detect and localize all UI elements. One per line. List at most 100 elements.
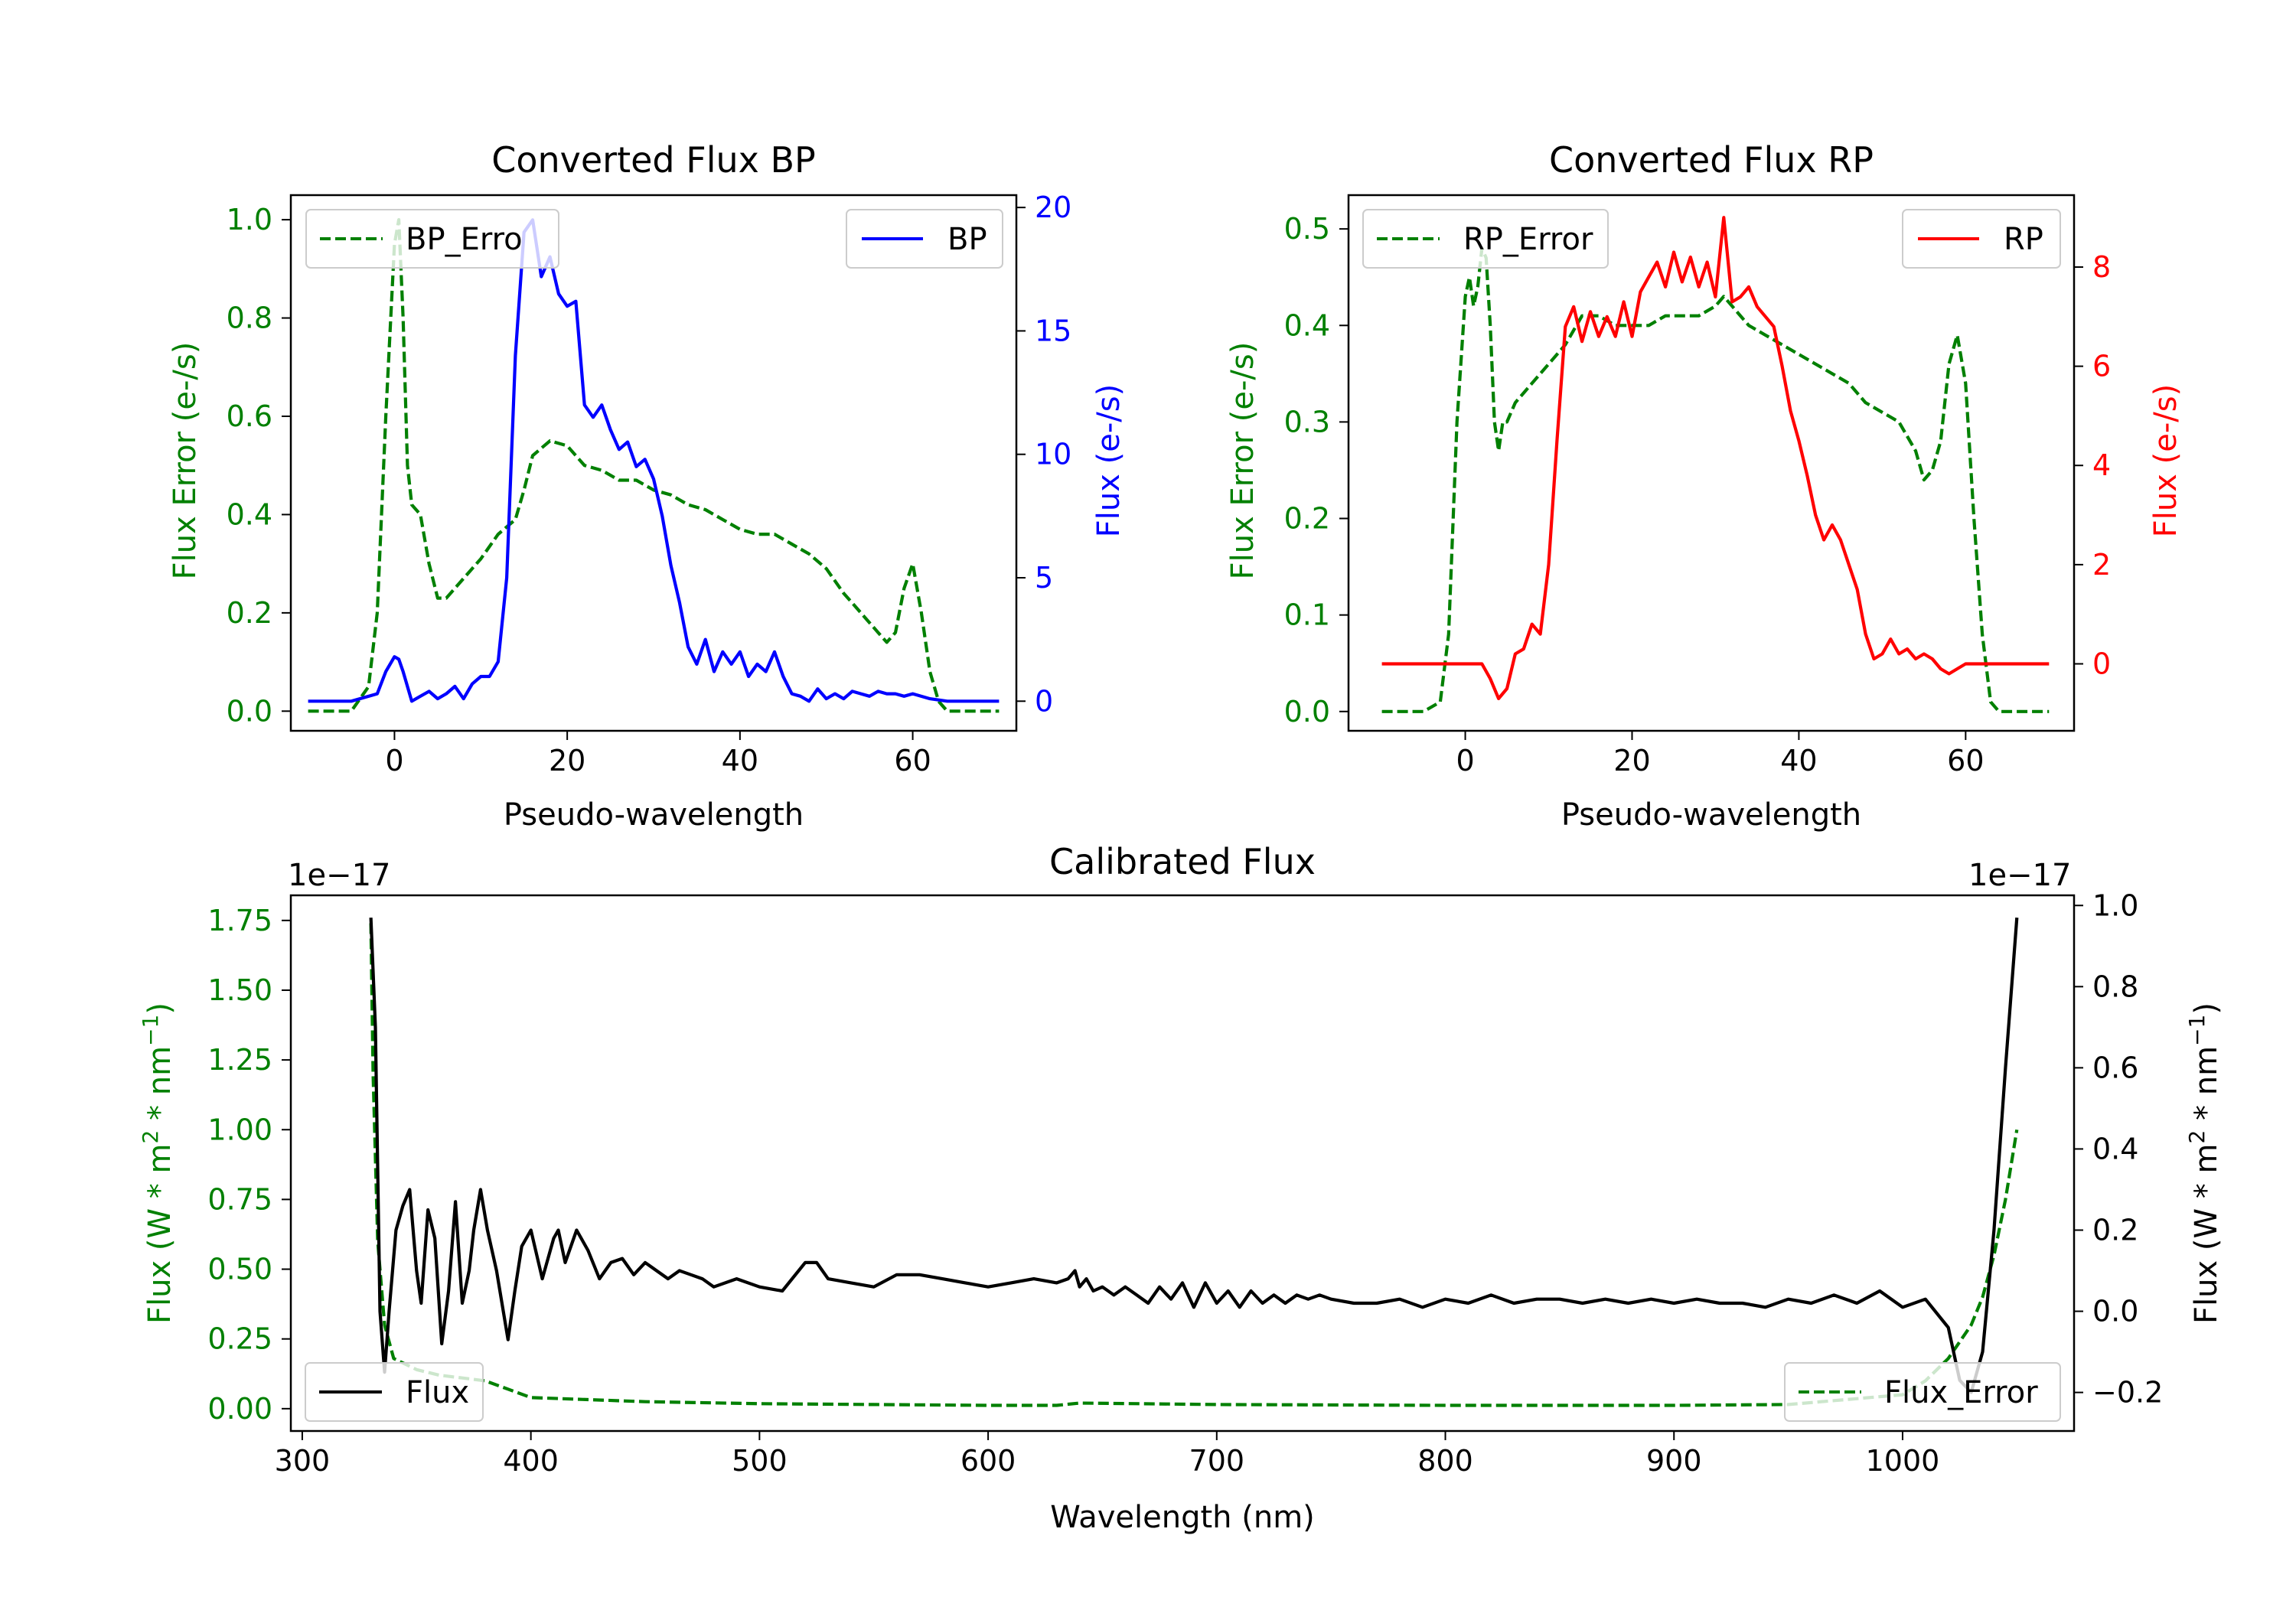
calibrated-xtick-label: 600 bbox=[960, 1444, 1016, 1478]
bp-ticks: 0 20 40 60 0.0 0.2 0.4 0.6 0.8 1.0 0 5 10 15 20 bbox=[227, 191, 1072, 777]
bp-legend-error-label: BP_Erro bbox=[406, 222, 523, 257]
rp-axes-frame bbox=[1347, 194, 2076, 732]
cal-legend-error-label: Flux_Error bbox=[1884, 1375, 2038, 1410]
rp-ytick-right-label: 2 bbox=[2092, 548, 2111, 582]
bp-ytick-left-label: 0.6 bbox=[227, 399, 272, 433]
bp-legend-error: BP_Erro bbox=[305, 209, 559, 269]
rp-ytick-left-label: 0.2 bbox=[1284, 502, 1330, 536]
calibrated-xtick-label: 300 bbox=[275, 1444, 331, 1478]
rp-ticks: 0 20 40 60 0.0 0.1 0.2 0.3 0.4 0.5 0 2 4 6 8 bbox=[1284, 212, 2112, 777]
bp-ytick-right-label: 20 bbox=[1035, 191, 1071, 224]
rp-ytick-left-label: 0.5 bbox=[1284, 212, 1330, 246]
calibrated-xtick-label: 500 bbox=[732, 1444, 788, 1478]
cal-ticks: 300 400 500 600 700 800 900 1000 0.00 0.25 0.50 0.7… bbox=[207, 888, 2163, 1478]
bp-legend-flux-label: BP bbox=[947, 222, 987, 257]
rp-xtick-label: 60 bbox=[1947, 744, 1984, 777]
calibrated-ytick-left-label: 0.00 bbox=[207, 1392, 272, 1426]
bp-ytick-right-label: 5 bbox=[1035, 561, 1053, 595]
calibrated-ytick-left-label: 1.25 bbox=[207, 1043, 272, 1077]
bp-ytick-left-label: 0.4 bbox=[227, 497, 272, 531]
panel-rp: Converted Flux RP Pseudo-wavelength Flux… bbox=[1225, 139, 2183, 833]
rp-ytick-left-label: 0.3 bbox=[1284, 405, 1330, 438]
bp-ylabel-left: Flux Error (e-/s) bbox=[168, 342, 203, 580]
rp-ytick-right-label: 6 bbox=[2092, 350, 2111, 383]
rp-ylabel-left: Flux Error (e-/s) bbox=[1225, 342, 1261, 580]
cal-legend-error-box bbox=[1784, 1362, 2061, 1422]
bp-ytick-left-label: 0.8 bbox=[227, 302, 272, 335]
rp-legend-error-label: RP_Error bbox=[1463, 222, 1593, 257]
calibrated-ytick-right-label: 1.0 bbox=[2092, 888, 2138, 922]
panel-bp: Converted Flux BP Pseudo-wavelength Flux… bbox=[168, 139, 1127, 833]
bp-xlabel: Pseudo-wavelength bbox=[504, 797, 804, 833]
calibrated-ytick-left-label: 0.25 bbox=[207, 1322, 272, 1356]
rp-title: Converted Flux RP bbox=[1549, 139, 1874, 181]
bp-axes-frame bbox=[289, 194, 1018, 732]
calibrated-ytick-left-label: 0.75 bbox=[207, 1182, 272, 1216]
bp-ytick-right-label: 0 bbox=[1035, 684, 1053, 718]
calibrated-series-flux bbox=[369, 918, 2019, 1394]
calibrated-ytick-right-label: −0.2 bbox=[2092, 1376, 2163, 1410]
bp-legend-flux-box bbox=[846, 209, 1003, 269]
calibrated-ytick-right-label: 0.2 bbox=[2092, 1214, 2138, 1247]
rp-xtick-label: 0 bbox=[1456, 744, 1474, 777]
bp-plot-area bbox=[308, 218, 1000, 713]
calibrated-ytick-right-label: 0.8 bbox=[2092, 970, 2138, 1003]
cal-xlabel: Wavelength (nm) bbox=[1050, 1500, 1315, 1535]
rp-xtick-label: 40 bbox=[1780, 744, 1817, 777]
rp-xlabel: Pseudo-wavelength bbox=[1561, 797, 1861, 833]
calibrated-ytick-right-label: 0.0 bbox=[2092, 1295, 2138, 1328]
bp-ytick-right-label: 10 bbox=[1035, 438, 1071, 471]
rp-ytick-right-label: 4 bbox=[2092, 448, 2111, 482]
bp-ytick-left-label: 1.0 bbox=[227, 203, 272, 236]
cal-legend-flux-box bbox=[305, 1362, 484, 1422]
bp-xtick-label: 40 bbox=[722, 744, 758, 777]
panel-calibrated: Calibrated Flux 1e−17 1e−17 Wavelength (… bbox=[138, 841, 2224, 1535]
bp-ylabel-right: Flux (e-/s) bbox=[1091, 384, 1127, 537]
bp-series-bp bbox=[308, 218, 1000, 703]
bp-ytick-left-label: 0.2 bbox=[227, 596, 272, 630]
bp-xtick-label: 20 bbox=[549, 744, 585, 777]
calibrated-xtick-label: 900 bbox=[1646, 1444, 1702, 1478]
bp-series-bp-error bbox=[308, 218, 1000, 713]
cal-ylabel-right: Flux (W * m2 * nm−1) bbox=[2184, 1002, 2224, 1324]
calibrated-xtick-label: 1000 bbox=[1866, 1444, 1940, 1478]
rp-ytick-right-label: 0 bbox=[2092, 647, 2111, 681]
rp-legend-error: RP_Error bbox=[1362, 209, 1609, 269]
cal-title: Calibrated Flux bbox=[1049, 841, 1316, 882]
calibrated-xtick-label: 400 bbox=[503, 1444, 559, 1478]
bp-title: Converted Flux BP bbox=[491, 139, 816, 181]
cal-offset-right: 1e−17 bbox=[1968, 858, 2071, 893]
bp-xtick-label: 60 bbox=[894, 744, 931, 777]
calibrated-ytick-left-label: 1.75 bbox=[207, 904, 272, 937]
cal-offset-left: 1e−17 bbox=[288, 858, 390, 893]
rp-legend-error-box bbox=[1362, 209, 1609, 269]
bp-ytick-right-label: 15 bbox=[1035, 314, 1071, 347]
bp-ytick-left-label: 0.0 bbox=[227, 694, 272, 728]
rp-ytick-left-label: 0.0 bbox=[1284, 695, 1330, 729]
rp-xtick-label: 20 bbox=[1613, 744, 1650, 777]
calibrated-xtick-label: 700 bbox=[1189, 1444, 1245, 1478]
cal-legend-flux-label: Flux bbox=[406, 1375, 469, 1410]
cal-axes-frame bbox=[289, 894, 2076, 1433]
rp-ytick-left-label: 0.1 bbox=[1284, 598, 1330, 632]
cal-legend-flux: Flux bbox=[305, 1362, 484, 1422]
bp-legend-error-box bbox=[305, 209, 559, 269]
rp-ylabel-right: Flux (e-/s) bbox=[2148, 384, 2183, 537]
rp-legend-flux-label: RP bbox=[2004, 222, 2043, 257]
rp-legend-flux: RP bbox=[1902, 209, 2061, 269]
bp-xtick-label: 0 bbox=[385, 744, 403, 777]
rp-series-rp bbox=[1381, 216, 2050, 701]
cal-ylabel-left: Flux (W * m2 * nm−1) bbox=[138, 1002, 178, 1324]
cal-legend-error: Flux_Error bbox=[1784, 1362, 2061, 1422]
calibrated-ytick-left-label: 1.50 bbox=[207, 973, 272, 1007]
calibrated-xtick-label: 800 bbox=[1417, 1444, 1473, 1478]
rp-ytick-left-label: 0.4 bbox=[1284, 308, 1330, 342]
rp-ytick-right-label: 8 bbox=[2092, 250, 2111, 284]
bp-legend-flux: BP bbox=[846, 209, 1003, 269]
calibrated-ytick-right-label: 0.4 bbox=[2092, 1132, 2138, 1165]
calibrated-ytick-left-label: 1.00 bbox=[207, 1113, 272, 1146]
rp-legend-flux-box bbox=[1902, 209, 2061, 269]
calibrated-ytick-left-label: 0.50 bbox=[207, 1253, 272, 1286]
calibrated-ytick-right-label: 0.6 bbox=[2092, 1051, 2138, 1084]
